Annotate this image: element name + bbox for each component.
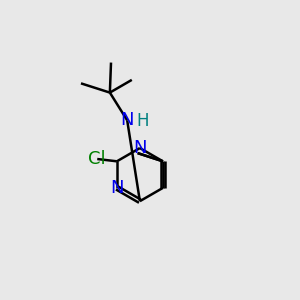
Text: H: H xyxy=(136,112,148,130)
Text: Cl: Cl xyxy=(88,150,106,168)
Text: N: N xyxy=(133,139,147,157)
Text: N: N xyxy=(110,179,124,197)
Text: N: N xyxy=(120,111,134,129)
